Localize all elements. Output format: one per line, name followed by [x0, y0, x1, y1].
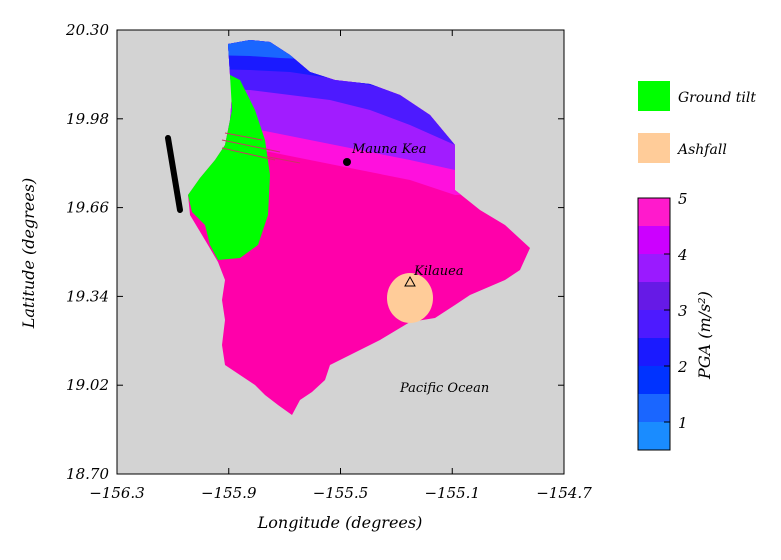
colorbar-bin: [638, 366, 670, 394]
colorbar-tick-label: 5: [678, 190, 688, 208]
colorbar-tick-label: 4: [677, 246, 688, 264]
colorbar-bin: [638, 198, 670, 226]
colorbar-bin: [638, 394, 670, 422]
y-tick-label: 19.02: [66, 376, 109, 394]
colorbar-frame: [637, 197, 671, 451]
y-tick-label: 18.70: [66, 465, 109, 483]
x-tick-label: −155.9: [201, 484, 257, 502]
ground-tilt-zone: [188, 75, 270, 260]
legend-label-ground-tilt: Ground tilt: [678, 90, 756, 106]
colorbar-bin: [638, 310, 670, 338]
colorbar-tick-label: 1: [678, 414, 688, 432]
legend-swatch-ground-tilt: [638, 81, 670, 111]
y-tick-label: 19.98: [66, 110, 109, 128]
colorbar-bin: [638, 338, 670, 366]
legend-swatch-ashfall: [638, 133, 670, 163]
fault-line: [165, 135, 183, 213]
y-axis: 18.70 19.02 19.34 19.66 19.98 20.30: [65, 21, 564, 483]
colorbar-label: PGA (m/s²): [695, 291, 714, 380]
x-axis-label: Longitude (degrees): [257, 513, 423, 532]
ground-tilt-contours: [221, 132, 276, 161]
legend-label-ashfall: Ashfall: [676, 142, 727, 158]
colorbar-bin: [638, 422, 670, 450]
x-tick-label: −155.5: [313, 484, 369, 502]
y-axis-label: Latitude (degrees): [19, 178, 38, 329]
x-tick-label: −154.7: [536, 484, 592, 502]
ashfall-zone: [387, 273, 433, 323]
mauna-kea-marker: [343, 158, 351, 166]
kilauea-triangle-icon: [404, 275, 416, 287]
x-axis: −156.3 −155.9 −155.5 −155.1 −154.7: [89, 30, 592, 502]
colorbar-bin: [638, 282, 670, 310]
y-tick-label: 19.34: [66, 287, 109, 305]
x-tick-label: −156.3: [89, 484, 145, 502]
colorbar-tick-label: 2: [677, 358, 688, 376]
mauna-kea-label: Mauna Kea: [351, 142, 427, 157]
x-tick-label: −155.1: [424, 484, 480, 502]
colorbar-bin: [638, 254, 670, 282]
pacific-ocean-label: Pacific Ocean: [399, 381, 489, 396]
pga-colorbar: 1 2 3 4 5: [637, 190, 688, 451]
kilauea-label: Kilauea: [413, 264, 464, 279]
y-tick-label: 19.66: [66, 199, 109, 217]
colorbar-tick-label: 3: [678, 302, 688, 320]
colorbar-bin: [638, 226, 670, 254]
y-tick-label: 20.30: [65, 21, 109, 39]
